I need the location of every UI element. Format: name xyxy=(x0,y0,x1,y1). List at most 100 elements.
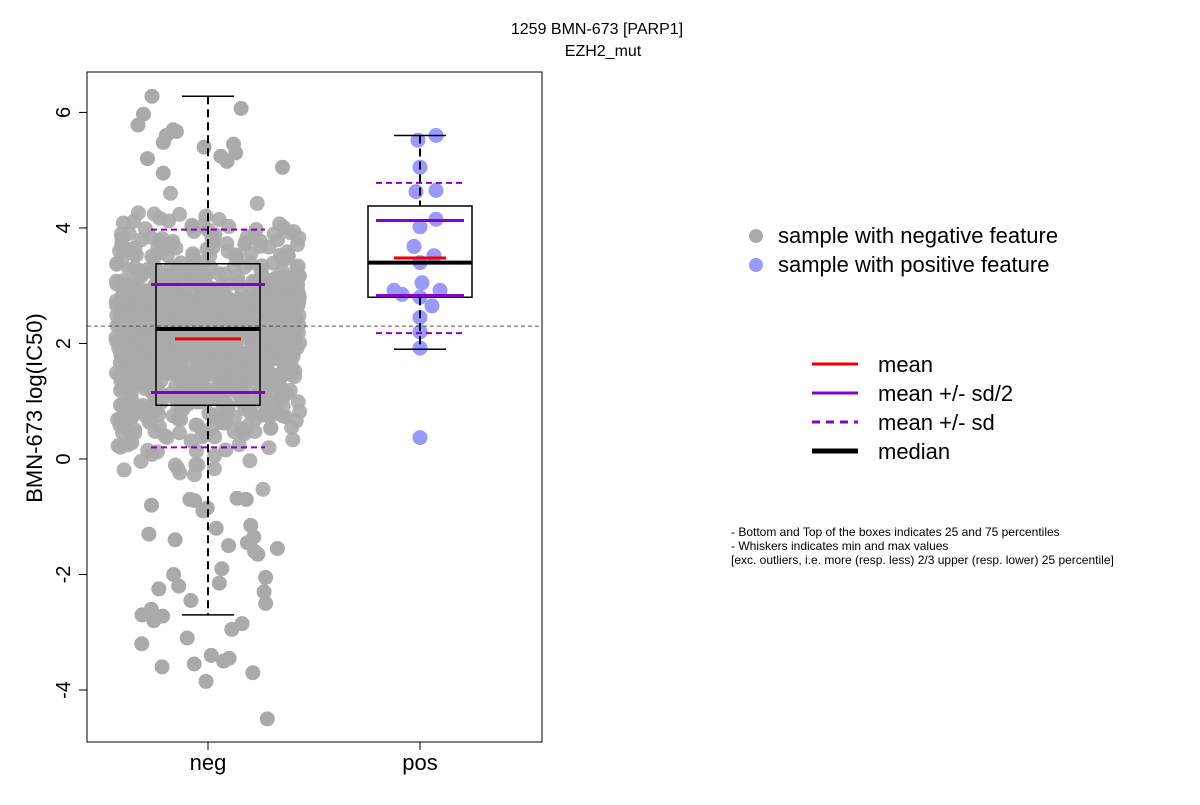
legend-point-marker xyxy=(749,229,763,243)
neg-point xyxy=(229,490,245,506)
neg-point xyxy=(137,221,153,237)
neg-point xyxy=(146,206,162,222)
pos-point xyxy=(408,184,424,200)
neg-point xyxy=(120,241,136,257)
pos-point xyxy=(412,430,428,446)
neg-point xyxy=(196,139,212,155)
neg-point xyxy=(259,711,275,727)
pos-point xyxy=(406,238,422,254)
neg-box xyxy=(155,263,261,407)
chart-subtitle: EZH2_mut xyxy=(565,43,642,60)
legend-line-label: mean +/- sd xyxy=(878,410,995,435)
neg-point xyxy=(190,262,206,278)
box-layer xyxy=(87,95,542,616)
legend-line-label: mean +/- sd/2 xyxy=(878,381,1013,406)
neg-point xyxy=(199,241,215,257)
neg-point xyxy=(141,526,157,542)
neg-point xyxy=(193,369,209,385)
neg-point xyxy=(181,302,196,318)
neg-point xyxy=(183,433,199,449)
x-tick-label: neg xyxy=(190,750,227,775)
y-tick-label: 6 xyxy=(53,107,75,118)
neg-point xyxy=(179,630,195,646)
neg-point xyxy=(266,226,282,242)
neg-point xyxy=(224,621,240,637)
neg-point xyxy=(130,269,146,285)
neg-point xyxy=(241,288,257,304)
neg-point xyxy=(252,233,268,249)
neg-point xyxy=(255,481,271,497)
neg-point xyxy=(274,263,290,279)
neg-point xyxy=(211,575,227,591)
legend-point-marker xyxy=(749,258,763,272)
pos-point xyxy=(428,182,444,198)
neg-point xyxy=(218,442,234,458)
neg-point xyxy=(130,117,146,133)
neg-point xyxy=(250,546,266,562)
neg-point xyxy=(127,422,143,438)
y-tick-label: 0 xyxy=(53,453,75,464)
neg-point xyxy=(144,447,160,462)
legend: sample with negative feature sample with … xyxy=(749,223,1058,464)
neg-point xyxy=(237,300,253,316)
neg-point xyxy=(144,88,160,104)
neg-point xyxy=(203,647,219,663)
neg-point xyxy=(195,503,211,519)
neg-point xyxy=(131,304,146,320)
neg-point xyxy=(227,248,243,264)
neg-point xyxy=(144,372,160,388)
neg-point xyxy=(135,283,151,299)
y-axis: -4 -2 0 2 4 6 neg pos xyxy=(53,107,438,775)
neg-point xyxy=(112,294,128,310)
neg-point xyxy=(167,532,183,548)
neg-point xyxy=(206,461,222,477)
y-axis-label: BMN-673 log(IC50) xyxy=(22,313,47,503)
neg-point xyxy=(271,339,287,355)
y-tick-label: 4 xyxy=(53,222,75,233)
neg-point xyxy=(190,393,205,409)
neg-point xyxy=(286,323,302,339)
neg-point xyxy=(249,195,265,211)
neg-point xyxy=(221,218,237,234)
neg-point xyxy=(116,462,132,478)
note-line: - Bottom and Top of the boxes indicates … xyxy=(731,525,1060,539)
pos-point xyxy=(410,132,426,148)
notes: - Bottom and Top of the boxes indicates … xyxy=(731,525,1114,567)
pos-point xyxy=(412,219,428,235)
neg-point xyxy=(171,392,186,408)
neg-point xyxy=(157,428,173,444)
neg-point xyxy=(121,343,137,359)
neg-point xyxy=(125,363,141,379)
note-line: [exc. outliers, i.e. more (resp. less) 2… xyxy=(731,553,1114,567)
neg-point xyxy=(168,305,184,320)
neg-point xyxy=(146,250,162,266)
neg-point xyxy=(216,653,231,669)
neg-point xyxy=(190,418,206,434)
neg-point xyxy=(155,135,171,150)
neg-point xyxy=(186,656,202,672)
neg-point xyxy=(172,206,188,222)
neg-point xyxy=(183,593,199,608)
neg-point xyxy=(214,561,230,577)
neg-point xyxy=(173,360,188,376)
neg-point xyxy=(207,448,223,464)
neg-point xyxy=(265,406,281,422)
neg-point xyxy=(151,233,167,248)
neg-point xyxy=(258,595,274,611)
neg-point xyxy=(154,659,170,675)
neg-point xyxy=(243,517,259,533)
neg-point xyxy=(275,159,290,175)
neg-point xyxy=(197,354,213,370)
neg-point xyxy=(112,310,128,326)
neg-point xyxy=(170,411,186,427)
neg-point xyxy=(198,673,214,689)
pos-box xyxy=(367,205,473,299)
neg-point xyxy=(263,373,279,389)
neg-point xyxy=(261,440,277,456)
neg-point xyxy=(153,265,169,280)
neg-point xyxy=(174,344,190,360)
neg-point xyxy=(208,520,224,536)
neg-point xyxy=(226,259,242,275)
neg-point xyxy=(215,415,230,431)
neg-point xyxy=(282,382,298,398)
